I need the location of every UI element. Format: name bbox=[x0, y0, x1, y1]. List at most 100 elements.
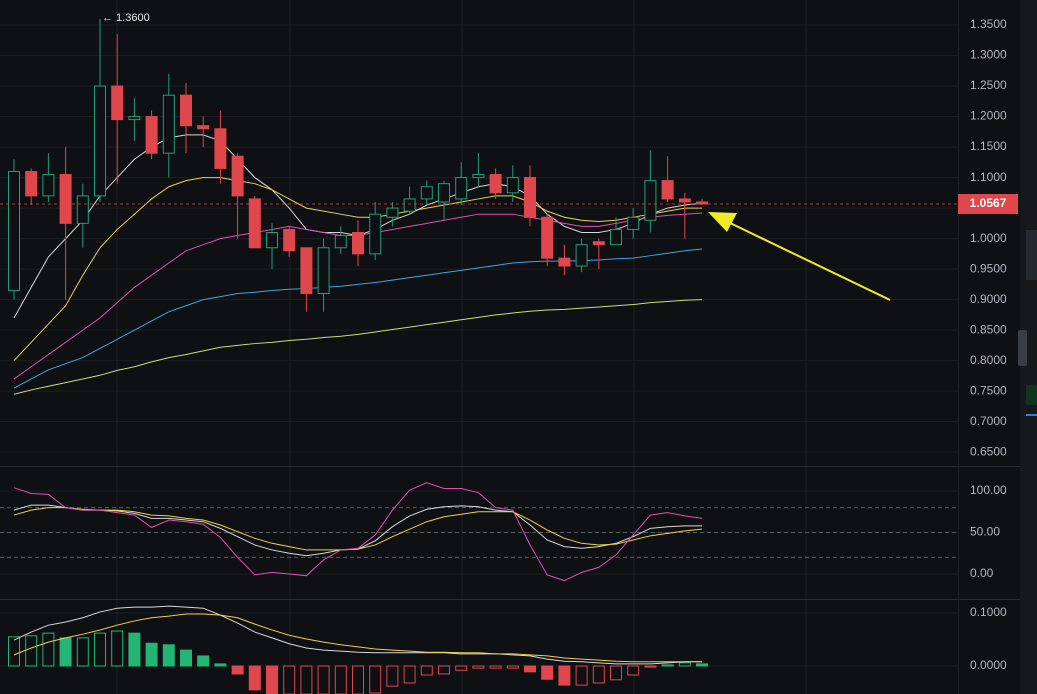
candle-body bbox=[334, 235, 347, 249]
candle-body bbox=[506, 177, 519, 194]
candle-body bbox=[610, 228, 622, 246]
last-price-label: 1.0567 bbox=[970, 196, 1007, 210]
candle-body bbox=[678, 198, 691, 203]
histogram-bar bbox=[8, 636, 20, 667]
y-tick-label: 0.1000 bbox=[970, 605, 1007, 619]
y-tick-label: 1.2000 bbox=[970, 109, 1007, 123]
histogram-bar bbox=[266, 665, 278, 694]
high-marker: ← 1.3600 bbox=[102, 12, 150, 24]
histogram-bar bbox=[696, 663, 708, 667]
candle-body bbox=[94, 85, 106, 197]
histogram-bar bbox=[111, 630, 124, 667]
candle-body bbox=[403, 198, 416, 212]
y-tick-label: 0.7500 bbox=[970, 383, 1007, 397]
candle-body bbox=[248, 198, 261, 249]
histogram-bar bbox=[162, 644, 175, 667]
histogram-bar bbox=[438, 665, 450, 675]
indicator-line bbox=[13, 605, 702, 665]
y-tick-label: 1.2500 bbox=[970, 78, 1007, 92]
side-line bbox=[1026, 414, 1037, 416]
y-tick-label: 1.1000 bbox=[970, 170, 1007, 184]
y-tick-label: 0.7000 bbox=[970, 414, 1007, 428]
candle-body bbox=[352, 232, 364, 255]
candle-body bbox=[111, 85, 124, 121]
candle-body bbox=[300, 247, 313, 295]
histogram-bar bbox=[180, 649, 192, 667]
y-tick-label: 100.00 bbox=[970, 483, 1007, 497]
panel bbox=[0, 482, 958, 582]
candle-body bbox=[661, 180, 674, 200]
histogram-bar bbox=[455, 665, 468, 671]
histogram-bar bbox=[231, 665, 244, 675]
histogram-bar bbox=[352, 665, 364, 694]
candle-body bbox=[420, 186, 433, 200]
candle-body bbox=[266, 232, 278, 249]
histogram-bar bbox=[678, 662, 691, 667]
y-tick-label: 1.1500 bbox=[970, 139, 1007, 153]
histogram-bar bbox=[94, 632, 106, 667]
y-tick-label: 0.8000 bbox=[970, 353, 1007, 367]
vertical-grid bbox=[116, 0, 807, 694]
histogram-bar bbox=[524, 665, 536, 673]
indicator-line bbox=[13, 507, 703, 551]
candle-body bbox=[180, 94, 192, 127]
histogram-bar bbox=[403, 665, 416, 684]
side-block bbox=[1026, 230, 1037, 280]
y-tick-label: 0.0000 bbox=[970, 658, 1007, 672]
candle-body bbox=[386, 207, 399, 218]
histogram-bar bbox=[25, 635, 38, 667]
candle-body bbox=[231, 155, 244, 197]
histogram-bar bbox=[334, 665, 347, 694]
y-tick-label: 1.0000 bbox=[970, 231, 1007, 245]
histogram-bar bbox=[283, 665, 296, 694]
histogram-bar bbox=[558, 665, 571, 686]
candle-body bbox=[541, 216, 554, 259]
histogram-bar bbox=[489, 665, 502, 669]
candle-body bbox=[283, 228, 296, 252]
histogram-bar bbox=[541, 665, 554, 680]
candle-body bbox=[524, 177, 536, 218]
candle-body bbox=[145, 116, 158, 154]
y-tick-label: 0.00 bbox=[970, 566, 994, 580]
candle-body bbox=[455, 177, 468, 200]
histogram-bar bbox=[506, 665, 519, 669]
y-tick-label: 0.6500 bbox=[970, 444, 1007, 458]
indicator-line bbox=[13, 482, 703, 582]
candle-body bbox=[575, 244, 588, 267]
candle-body bbox=[42, 174, 55, 197]
histogram-bar bbox=[300, 665, 313, 694]
histogram-bar bbox=[42, 632, 55, 667]
candle-body bbox=[472, 174, 485, 179]
histogram-bar bbox=[592, 665, 605, 684]
candle-body bbox=[162, 94, 175, 154]
panel bbox=[0, 605, 958, 694]
candle-body bbox=[627, 216, 640, 230]
histogram-bar bbox=[575, 665, 588, 686]
candle-body bbox=[369, 213, 382, 255]
candle-body bbox=[76, 195, 89, 224]
last-price-tag bbox=[958, 194, 1018, 215]
histogram-bar bbox=[661, 664, 674, 667]
histogram-bar bbox=[248, 665, 261, 691]
histogram-bar bbox=[610, 665, 622, 681]
y-tick-label: 0.8500 bbox=[970, 322, 1007, 336]
histogram-bar bbox=[644, 665, 657, 668]
histogram-bar bbox=[317, 665, 330, 694]
candle-body bbox=[25, 170, 38, 197]
histogram-bar bbox=[76, 637, 89, 667]
candle-body bbox=[197, 125, 210, 130]
candle-body bbox=[644, 180, 657, 221]
candle-body bbox=[489, 174, 502, 194]
histogram-bar bbox=[369, 665, 382, 694]
candle-body bbox=[317, 247, 330, 295]
side-toggle[interactable] bbox=[1018, 330, 1027, 366]
annotation-arrow bbox=[708, 212, 891, 301]
y-tick-label: 0.9500 bbox=[970, 261, 1007, 275]
histogram-bar bbox=[472, 665, 485, 669]
side-panel bbox=[1020, 0, 1037, 694]
histogram-bar bbox=[197, 655, 210, 667]
candle-body bbox=[592, 241, 605, 246]
histogram-bar bbox=[128, 632, 141, 667]
histogram-bar bbox=[145, 642, 158, 667]
candle-body bbox=[128, 116, 141, 121]
